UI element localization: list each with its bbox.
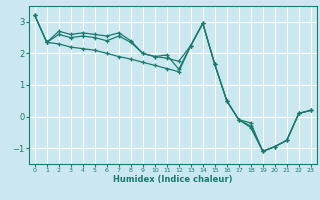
- X-axis label: Humidex (Indice chaleur): Humidex (Indice chaleur): [113, 175, 233, 184]
